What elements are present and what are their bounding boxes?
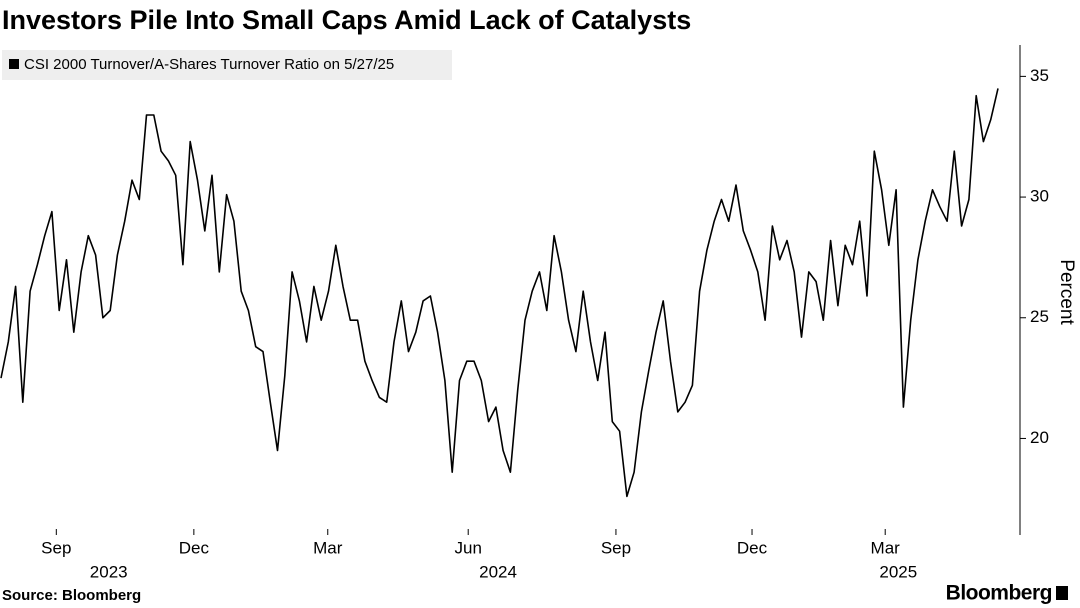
x-tick-label: Mar	[313, 538, 343, 557]
x-tick-label: Dec	[179, 538, 210, 557]
x-tick-label: Sep	[601, 538, 631, 557]
data-line	[0, 88, 999, 498]
brand-icon	[1056, 586, 1068, 600]
x-tick-label: Jun	[454, 538, 481, 557]
year-label: 2024	[479, 562, 517, 581]
y-tick-label: 25	[1030, 307, 1049, 326]
chart-title: Investors Pile Into Small Caps Amid Lack…	[2, 5, 691, 35]
source: Source: Bloomberg	[2, 587, 141, 604]
y-tick-label: 30	[1030, 187, 1049, 206]
legend-swatch	[9, 59, 19, 69]
year-label: 2023	[90, 562, 128, 581]
x-tick-label: Sep	[41, 538, 71, 557]
year-label: 2025	[879, 562, 917, 581]
x-tick-label: Mar	[871, 538, 901, 557]
brand: Bloomberg	[946, 582, 1052, 605]
y-tick-label: 20	[1030, 428, 1049, 447]
legend-box	[2, 50, 452, 80]
x-tick-label: Dec	[737, 538, 768, 557]
legend-label: CSI 2000 Turnover/A-Shares Turnover Rati…	[24, 56, 394, 73]
y-tick-label: 35	[1030, 66, 1049, 85]
y-axis-label: Percent	[1056, 259, 1077, 325]
